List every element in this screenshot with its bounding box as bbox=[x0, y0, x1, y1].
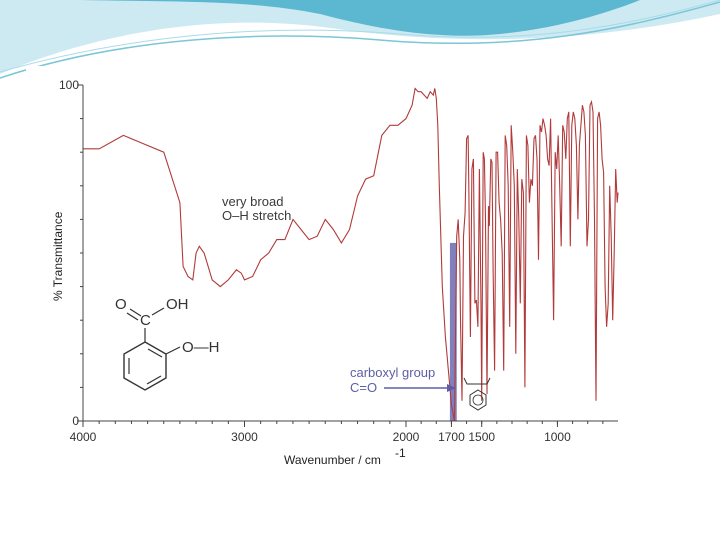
highlight-layer bbox=[449, 242, 457, 421]
benzene-ring bbox=[123, 341, 167, 391]
spectrum-line bbox=[83, 87, 619, 422]
oh-stretch-annotation-line2: O–H stretch bbox=[222, 208, 291, 223]
oh-stretch-annotation-line1: very broad bbox=[222, 194, 283, 209]
hydroxyl-label: OH bbox=[166, 296, 189, 313]
ring-double-bond-1 bbox=[147, 348, 163, 358]
x-tick-label: 1700 bbox=[438, 430, 465, 444]
x-tick-label: 1000 bbox=[544, 430, 571, 444]
x-axis-title: Wavenumber / cm bbox=[284, 453, 381, 464]
ring-marker-circle bbox=[472, 394, 484, 406]
salicylic-acid-structure: O OH C O—H bbox=[115, 296, 220, 391]
slide-header-banner bbox=[0, 0, 720, 79]
y-tick-label: 0 bbox=[72, 414, 79, 428]
ring-o-bond bbox=[165, 346, 181, 355]
ring-marker-hexagon bbox=[469, 389, 487, 411]
c-oh-bond bbox=[151, 307, 165, 316]
phenol-oh-label: O—H bbox=[182, 339, 220, 356]
y-tick-label: 100 bbox=[59, 78, 79, 92]
benzene-ring-marker bbox=[463, 377, 491, 411]
c-o-double-bond-a bbox=[129, 308, 142, 317]
x-tick-label: 3000 bbox=[231, 430, 258, 444]
header-swoosh-line bbox=[0, 0, 720, 73]
carbonyl-oxygen-label: O bbox=[115, 296, 127, 313]
c-o-double-bond-b bbox=[126, 312, 139, 321]
axis-layer bbox=[77, 84, 618, 427]
x-axis-title-superscript: -1 bbox=[395, 446, 406, 460]
carboxyl-carbon-label: C bbox=[140, 312, 151, 329]
ring-double-bond-2 bbox=[146, 375, 162, 385]
x-tick-label: 2000 bbox=[393, 430, 420, 444]
header-swoosh-line bbox=[0, 1, 720, 79]
x-tick-label: 1500 bbox=[468, 430, 495, 444]
carboxyl-annotation-line2: C=O bbox=[350, 380, 377, 395]
carbonyl-highlight-band bbox=[449, 242, 457, 421]
carboxyl-annotation-line1: carboxyl group bbox=[350, 365, 435, 380]
y-axis-title: % Transmittance bbox=[51, 211, 65, 301]
ring-marker-bracket bbox=[463, 377, 491, 385]
header-wave-dark bbox=[80, 0, 640, 36]
carboxyl-arrow-head bbox=[447, 384, 456, 392]
x-tick-label: 4000 bbox=[70, 430, 97, 444]
figure-panel: 4000 3000 2000 1700 1500 1000 100 0 % Transmitt… bbox=[26, 66, 672, 464]
